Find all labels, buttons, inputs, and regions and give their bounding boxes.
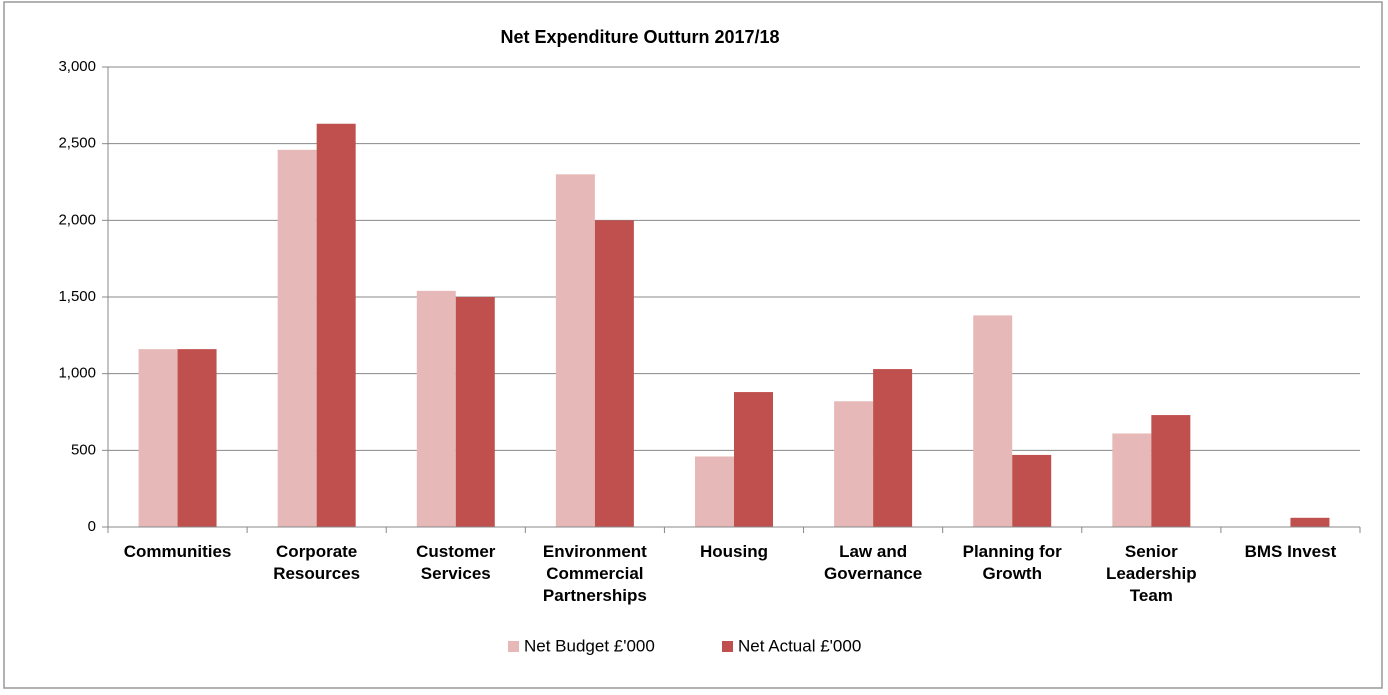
bar xyxy=(138,349,178,527)
x-tick-label: Law and Governance xyxy=(823,542,923,583)
x-tick-label: Environment Commercial Partnerships xyxy=(542,542,647,605)
legend-label: Net Budget £'000 xyxy=(524,636,655,655)
bar xyxy=(873,369,913,527)
y-tick-label: 3,000 xyxy=(58,58,96,75)
legend-swatch xyxy=(508,641,519,652)
chart-frame xyxy=(3,1,1383,689)
bar xyxy=(555,174,595,528)
bar xyxy=(1151,415,1191,527)
x-tick-label: BMS Invest xyxy=(1244,542,1337,561)
bar xyxy=(834,401,874,527)
legend-label: Net Actual £'000 xyxy=(738,636,861,655)
bar xyxy=(973,315,1013,527)
x-tick-label: Communities xyxy=(123,542,232,561)
bar xyxy=(734,392,773,527)
x-tick-label: Corporate Resources xyxy=(273,542,361,583)
bar xyxy=(416,290,456,527)
y-tick-label: 0 xyxy=(88,518,96,535)
x-tick-label: Customer Services xyxy=(416,542,496,583)
bar xyxy=(594,220,634,528)
bar xyxy=(1012,454,1052,527)
bar xyxy=(277,149,317,528)
y-tick-label: 1,500 xyxy=(58,288,96,305)
legend-swatch xyxy=(722,641,733,652)
x-tick-label: Housing xyxy=(700,542,768,561)
y-tick-label: 2,000 xyxy=(58,211,96,228)
x-tick-label: Senior Leadership Team xyxy=(1105,542,1197,605)
bar xyxy=(177,349,217,527)
bar xyxy=(695,456,734,527)
bar xyxy=(455,297,495,527)
chart-title: Net Expenditure Outturn 2017/18 xyxy=(500,27,779,47)
y-tick-label: 1,000 xyxy=(58,365,96,382)
bar xyxy=(1290,517,1330,527)
x-tick-label: Planning for Growth xyxy=(962,542,1062,583)
bar xyxy=(316,123,356,527)
bar xyxy=(1112,433,1152,527)
y-tick-label: 2,500 xyxy=(58,135,96,152)
y-tick-label: 500 xyxy=(71,441,96,458)
